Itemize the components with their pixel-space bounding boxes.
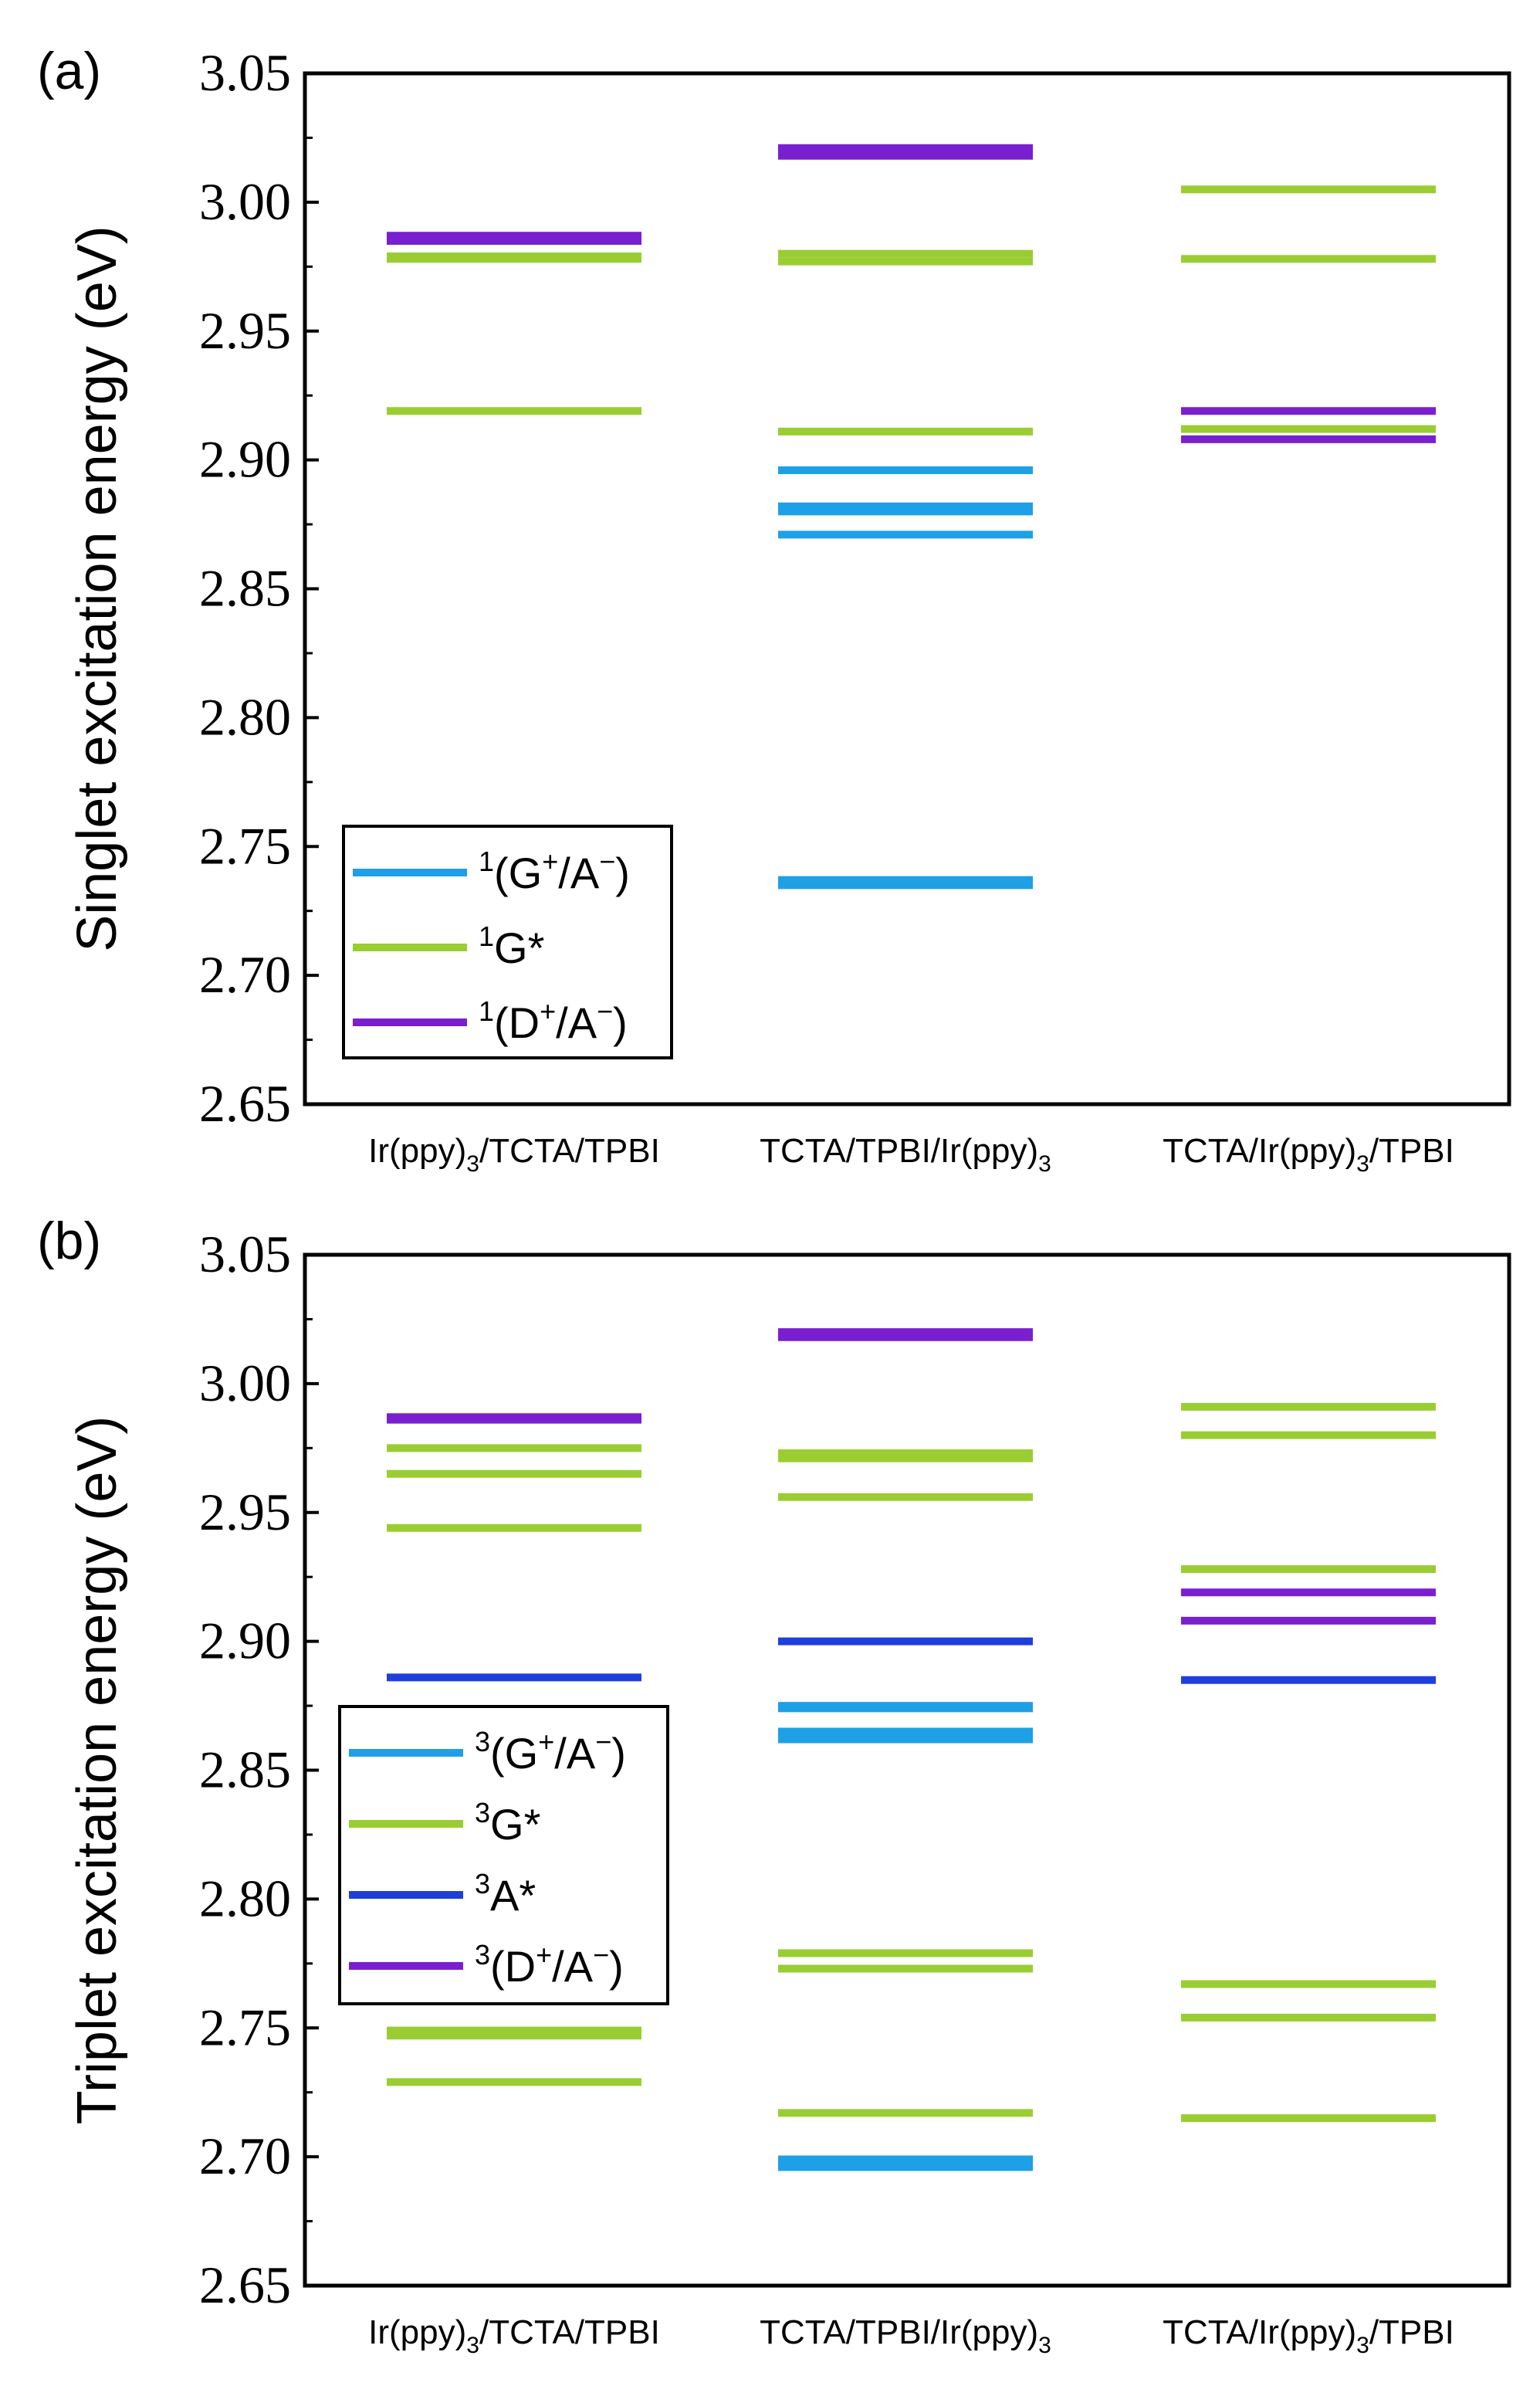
y-tick-label: 2.90 (199, 430, 291, 489)
y-tick-label: 2.80 (199, 1869, 291, 1927)
panel-b: 2.65 2.70 2.75 2.80 2.85 2.90 2.95 3.00 3.05 Trip… (37, 1212, 1511, 2358)
category-label: TCTA/TPBI/Ir(ppy)3 (760, 2313, 1051, 2358)
y-tick-label: 2.70 (199, 2127, 291, 2185)
y-tick-label: 2.95 (199, 301, 291, 360)
legend: 1(G+/A−) 1G* 1(D+/A−) (342, 825, 673, 1059)
y-tick-label: 2.70 (199, 945, 291, 1004)
legend-label: 3(D+/A−) (475, 1939, 624, 1991)
y-tick-label: 2.75 (199, 816, 291, 875)
y-tick-label: 2.85 (199, 1740, 291, 1799)
y-tick-label: 3.05 (199, 43, 291, 102)
y-axis-label: Triplet excitation energy (eV) (66, 1416, 128, 2125)
category-label: TCTA/TPBI/Ir(ppy)3 (760, 1132, 1051, 1177)
legend: 3(G+/A−) 3G* 3A* 3(D+/A−) (338, 1705, 669, 2005)
panel-label: (a) (37, 42, 101, 100)
panel-label: (b) (37, 1212, 101, 1270)
y-tick-label: 2.80 (199, 687, 291, 746)
y-axis-label: Singlet excitation energy (eV) (66, 225, 128, 952)
y-tick-label: 2.65 (199, 2256, 291, 2314)
legend-label: 3A* (475, 1868, 536, 1920)
y-tick-label: 2.65 (199, 1074, 291, 1133)
legend-label: 1G* (479, 920, 544, 972)
y-tick-label: 3.00 (199, 1354, 291, 1412)
legend-label: 1(G+/A−) (479, 846, 630, 897)
y-tick-label: 2.75 (199, 1998, 291, 2056)
category-label: TCTA/Ir(ppy)3/TPBI (1163, 2313, 1454, 2358)
legend-label: 3G* (475, 1797, 540, 1849)
y-tick-label: 3.00 (199, 172, 291, 231)
legend-label: 3(G+/A−) (475, 1726, 626, 1778)
y-tick-label: 2.85 (199, 559, 291, 618)
panel-a: 2.65 2.70 2.75 2.80 2.85 2.90 2.95 3.00 3.05 Sing… (37, 42, 1511, 1177)
y-tick-label: 3.05 (199, 1225, 291, 1283)
category-label: Ir(ppy)3/TCTA/TPBI (368, 2313, 660, 2358)
legend-label: 1(D+/A−) (479, 995, 628, 1047)
category-label: TCTA/Ir(ppy)3/TPBI (1163, 1132, 1454, 1177)
y-tick-label: 2.90 (199, 1612, 291, 1670)
y-tick-label: 2.95 (199, 1483, 291, 1541)
category-label: Ir(ppy)3/TCTA/TPBI (368, 1132, 660, 1177)
